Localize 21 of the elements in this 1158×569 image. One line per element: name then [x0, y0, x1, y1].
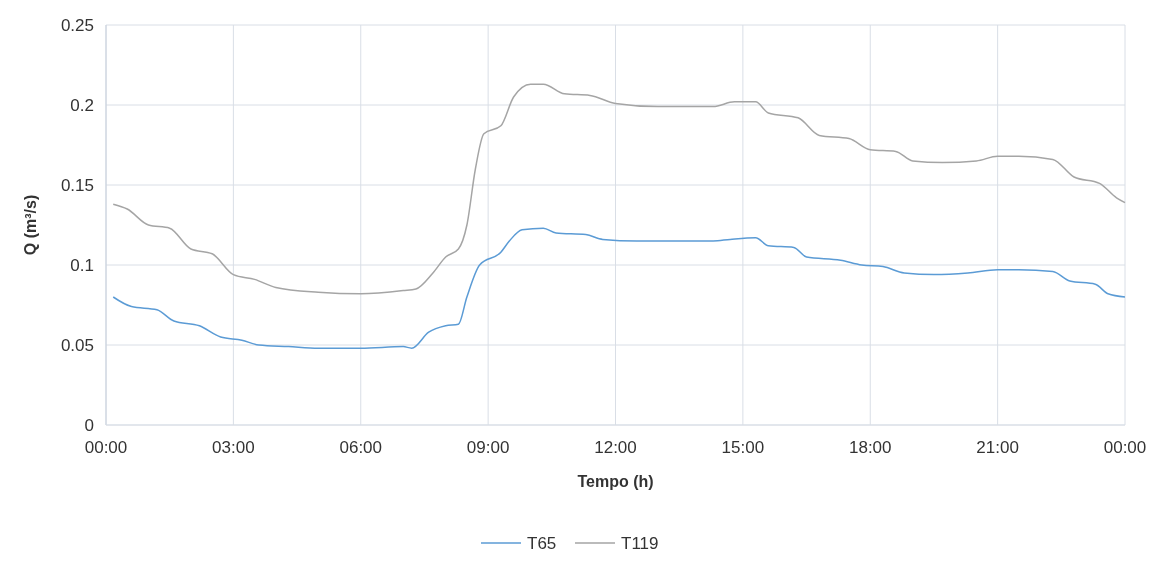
x-tick-label: 06:00 — [339, 438, 383, 457]
y-tick-label: 0.15 — [60, 175, 94, 195]
y-tick-label: 0.1 — [70, 255, 94, 275]
x-tick-label: 15:00 — [721, 438, 765, 457]
y-tick-label: 0.2 — [70, 95, 94, 115]
y-axis-title: Q (m³/s) — [22, 194, 39, 256]
x-tick-label: 03:00 — [212, 438, 255, 457]
x-tick-label: 12:00 — [594, 438, 637, 457]
x-tick-label: 09:00 — [466, 438, 510, 457]
line-series — [112, 83, 1126, 295]
x-tick-label: 00:00 — [1103, 438, 1147, 457]
legend-label: T119 — [621, 533, 659, 553]
y-tick-label: 0.25 — [60, 15, 94, 35]
line-series — [112, 227, 1126, 349]
y-tick-label: 0.05 — [60, 335, 94, 355]
x-tick-label: 18:00 — [848, 438, 892, 457]
y-tick-label: 0 — [84, 415, 94, 435]
legend-label: T65 — [527, 533, 557, 553]
x-axis-title: Tempo (h) — [577, 473, 654, 490]
x-tick-label: 00:00 — [84, 438, 128, 457]
x-tick-label: 21:00 — [976, 438, 1019, 457]
